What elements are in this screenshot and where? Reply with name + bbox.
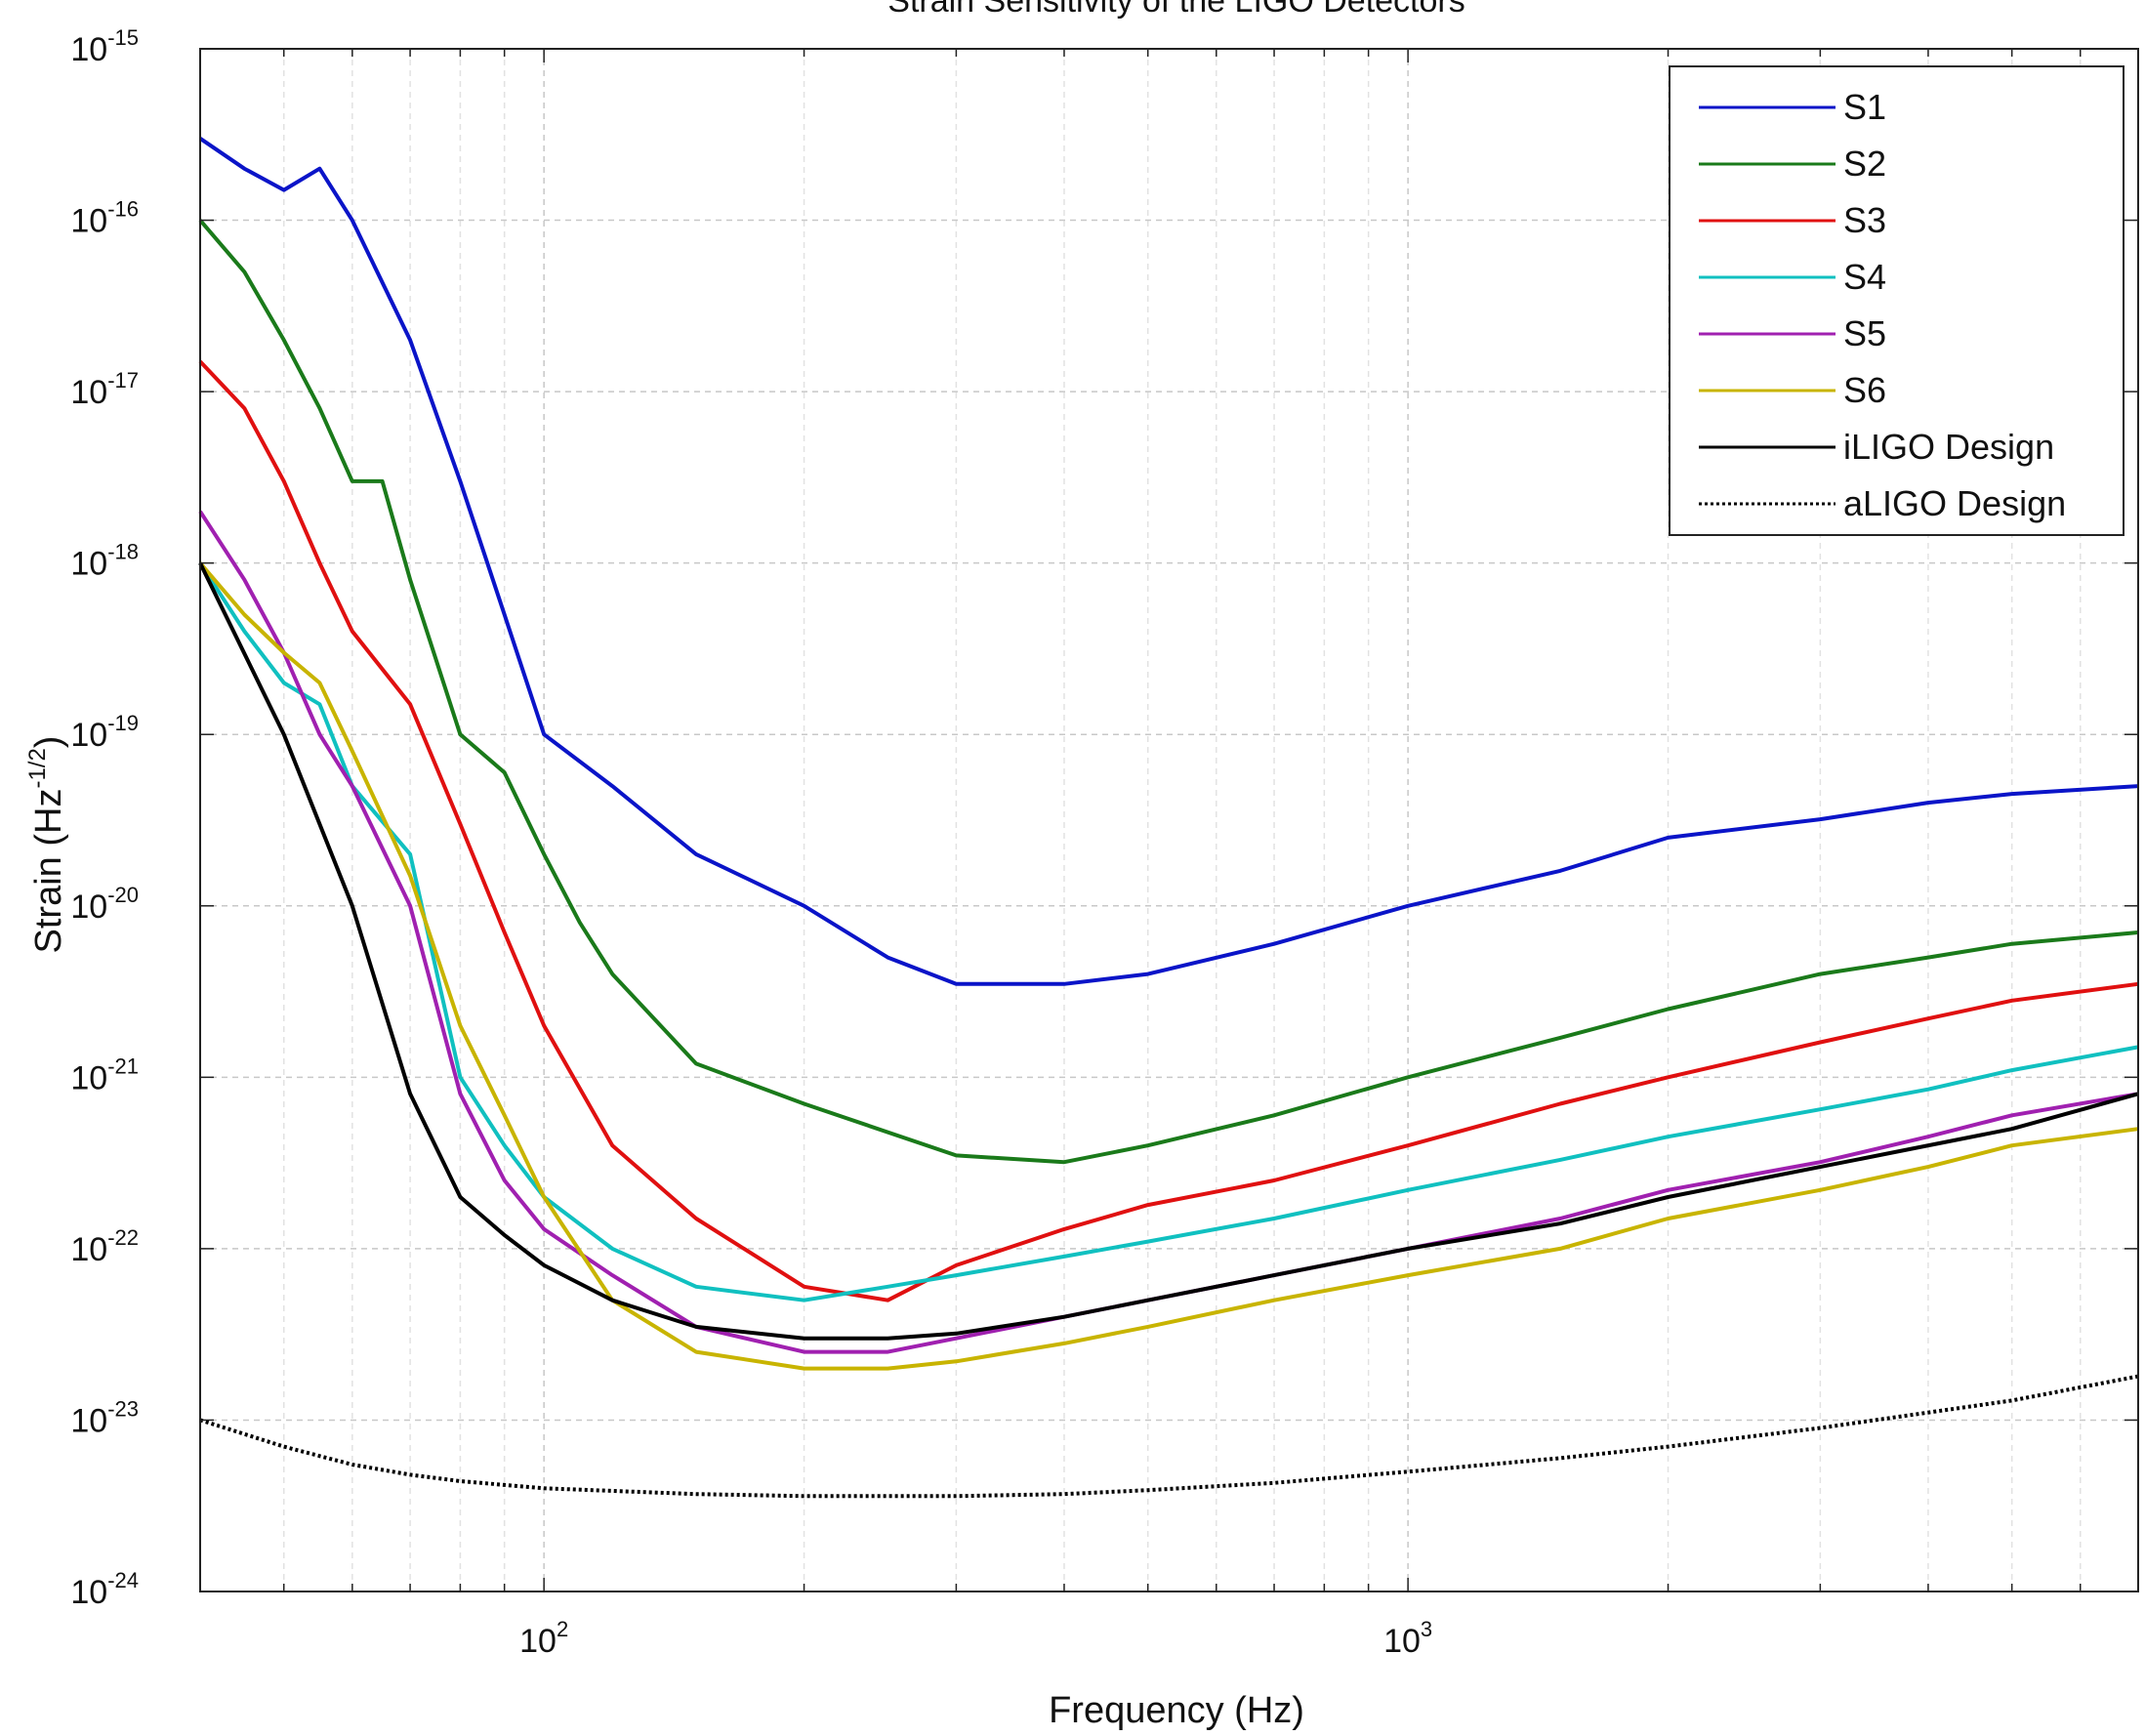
y-tick-label-base: 10 [70, 1059, 107, 1096]
series-line-s5 [198, 510, 2139, 1354]
legend-label-iligo-design: iLIGO Design [1843, 427, 2054, 467]
legend-label-s4: S4 [1843, 257, 1886, 297]
y-tick-label-exponent: -22 [107, 1225, 139, 1250]
y-axis-label-base: Strain (Hz [28, 789, 69, 954]
y-tick-label-exponent: -20 [107, 883, 139, 907]
x-tick-label-base: 10 [1383, 1623, 1421, 1660]
x-tick-label-base: 10 [519, 1623, 557, 1660]
y-tick-label: 10-17 [70, 368, 139, 411]
series-line-iligo-design [198, 561, 2139, 1341]
y-axis-label-close: ) [28, 736, 69, 749]
y-tick-label-base: 10 [70, 717, 107, 754]
y-tick-label-base: 10 [70, 889, 107, 926]
y-tick-label-exponent: -18 [107, 540, 139, 564]
plot-area-frame [199, 48, 2139, 1592]
legend-label-s2: S2 [1843, 144, 1886, 184]
x-tick-label-exponent: 2 [557, 1617, 568, 1641]
legend-label-s1: S1 [1843, 87, 1886, 127]
legend: S1 S2 S3 S4 S5 S6 iLIGO Design aLIGO Design [1669, 65, 2124, 536]
y-tick-label-exponent: -17 [107, 368, 139, 393]
y-axis-label: Strain (Hz-1/2) [24, 736, 69, 954]
y-tick-label-exponent: -15 [107, 25, 139, 50]
legend-items: S1 S2 S3 S4 S5 S6 iLIGO Design aLIGO Design [1699, 87, 2066, 523]
series-line-s4 [198, 561, 2139, 1302]
legend-label-s6: S6 [1843, 370, 1886, 410]
legend-label-s5: S5 [1843, 313, 1886, 353]
y-tick-label-exponent: -23 [107, 1396, 139, 1421]
x-tick-label: 103 [1383, 1617, 1432, 1660]
y-tick-label-exponent: -21 [107, 1054, 139, 1078]
y-tick-label-base: 10 [70, 546, 107, 583]
x-axis-label: Frequency (Hz) [1049, 1690, 1304, 1731]
y-tick-label: 10-18 [70, 540, 139, 583]
y-tick-label-base: 10 [70, 374, 107, 411]
legend-box [1669, 65, 2124, 536]
legend-label-aligo-design: aLIGO Design [1843, 483, 2066, 523]
y-tick-label: 10-22 [70, 1225, 139, 1268]
series-line-s2 [198, 219, 2139, 1165]
y-tick-label-exponent: -19 [107, 711, 139, 735]
y-tick-label: 10-21 [70, 1054, 139, 1096]
y-tick-labels: 10-1510-1610-1710-1810-1910-2010-2110-22… [70, 25, 139, 1611]
x-tick-labels: 102 103 [519, 1617, 1432, 1660]
series-line-s1 [198, 137, 2139, 986]
y-tick-label: 10-15 [70, 25, 139, 68]
y-axis-label-exponent: -1/2 [24, 748, 51, 788]
y-tick-label-exponent: -16 [107, 197, 139, 222]
y-tick-label-exponent: -24 [107, 1568, 139, 1592]
y-tick-label-base: 10 [70, 31, 107, 68]
y-tick-label-base: 10 [70, 203, 107, 240]
data-series [198, 137, 2139, 1499]
y-tick-label: 10-23 [70, 1396, 139, 1439]
axis-ticks [199, 48, 2139, 1592]
y-tick-label: 10-19 [70, 711, 139, 754]
y-tick-label: 10-24 [70, 1568, 139, 1611]
y-tick-label: 10-20 [70, 883, 139, 926]
x-tick-label-exponent: 3 [1421, 1617, 1432, 1641]
y-tick-label: 10-16 [70, 197, 139, 240]
series-line-aligo-design [199, 1374, 2139, 1499]
chart-title: Strain Sensitivity of the LIGO Detectors [887, 0, 1464, 20]
y-tick-label-base: 10 [70, 1402, 107, 1439]
x-tick-label: 102 [519, 1617, 568, 1660]
legend-label-s3: S3 [1843, 200, 1886, 240]
y-tick-label-base: 10 [70, 1574, 107, 1611]
y-tick-label-base: 10 [70, 1231, 107, 1268]
series-line-s6 [198, 561, 2139, 1371]
